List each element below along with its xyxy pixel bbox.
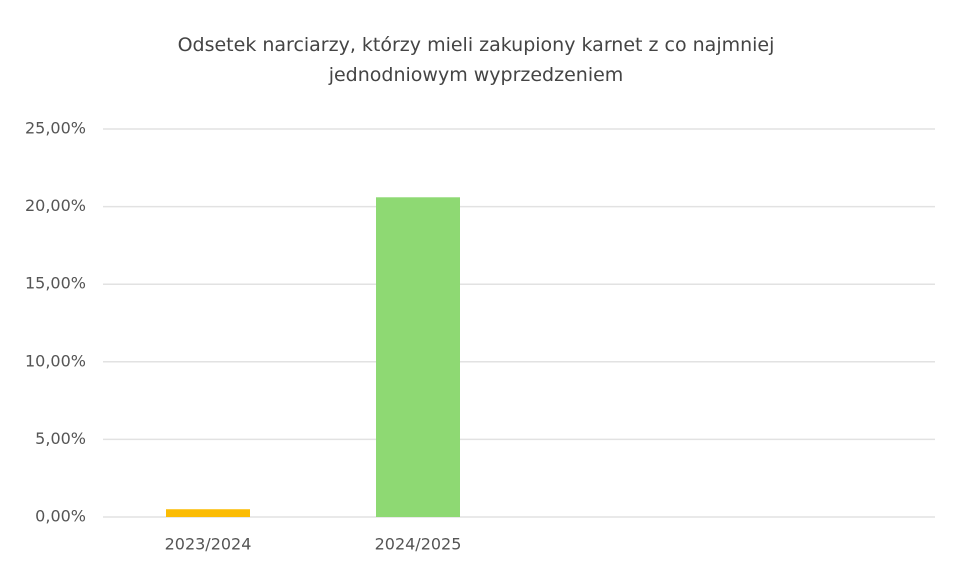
y-tick-label: 15,00%	[25, 274, 86, 293]
y-tick-label: 5,00%	[35, 429, 86, 448]
x-tick-label: 2024/2025	[375, 535, 462, 554]
y-tick-label: 10,00%	[25, 351, 86, 370]
bar	[376, 197, 460, 517]
x-tick-label: 2023/2024	[165, 535, 252, 554]
y-tick-label: 20,00%	[25, 196, 86, 215]
chart-title: Odsetek narciarzy, którzy mieli zakupion…	[177, 34, 775, 86]
y-tick-label: 0,00%	[35, 507, 86, 526]
bar	[166, 509, 250, 517]
y-tick-label: 25,00%	[25, 119, 86, 138]
